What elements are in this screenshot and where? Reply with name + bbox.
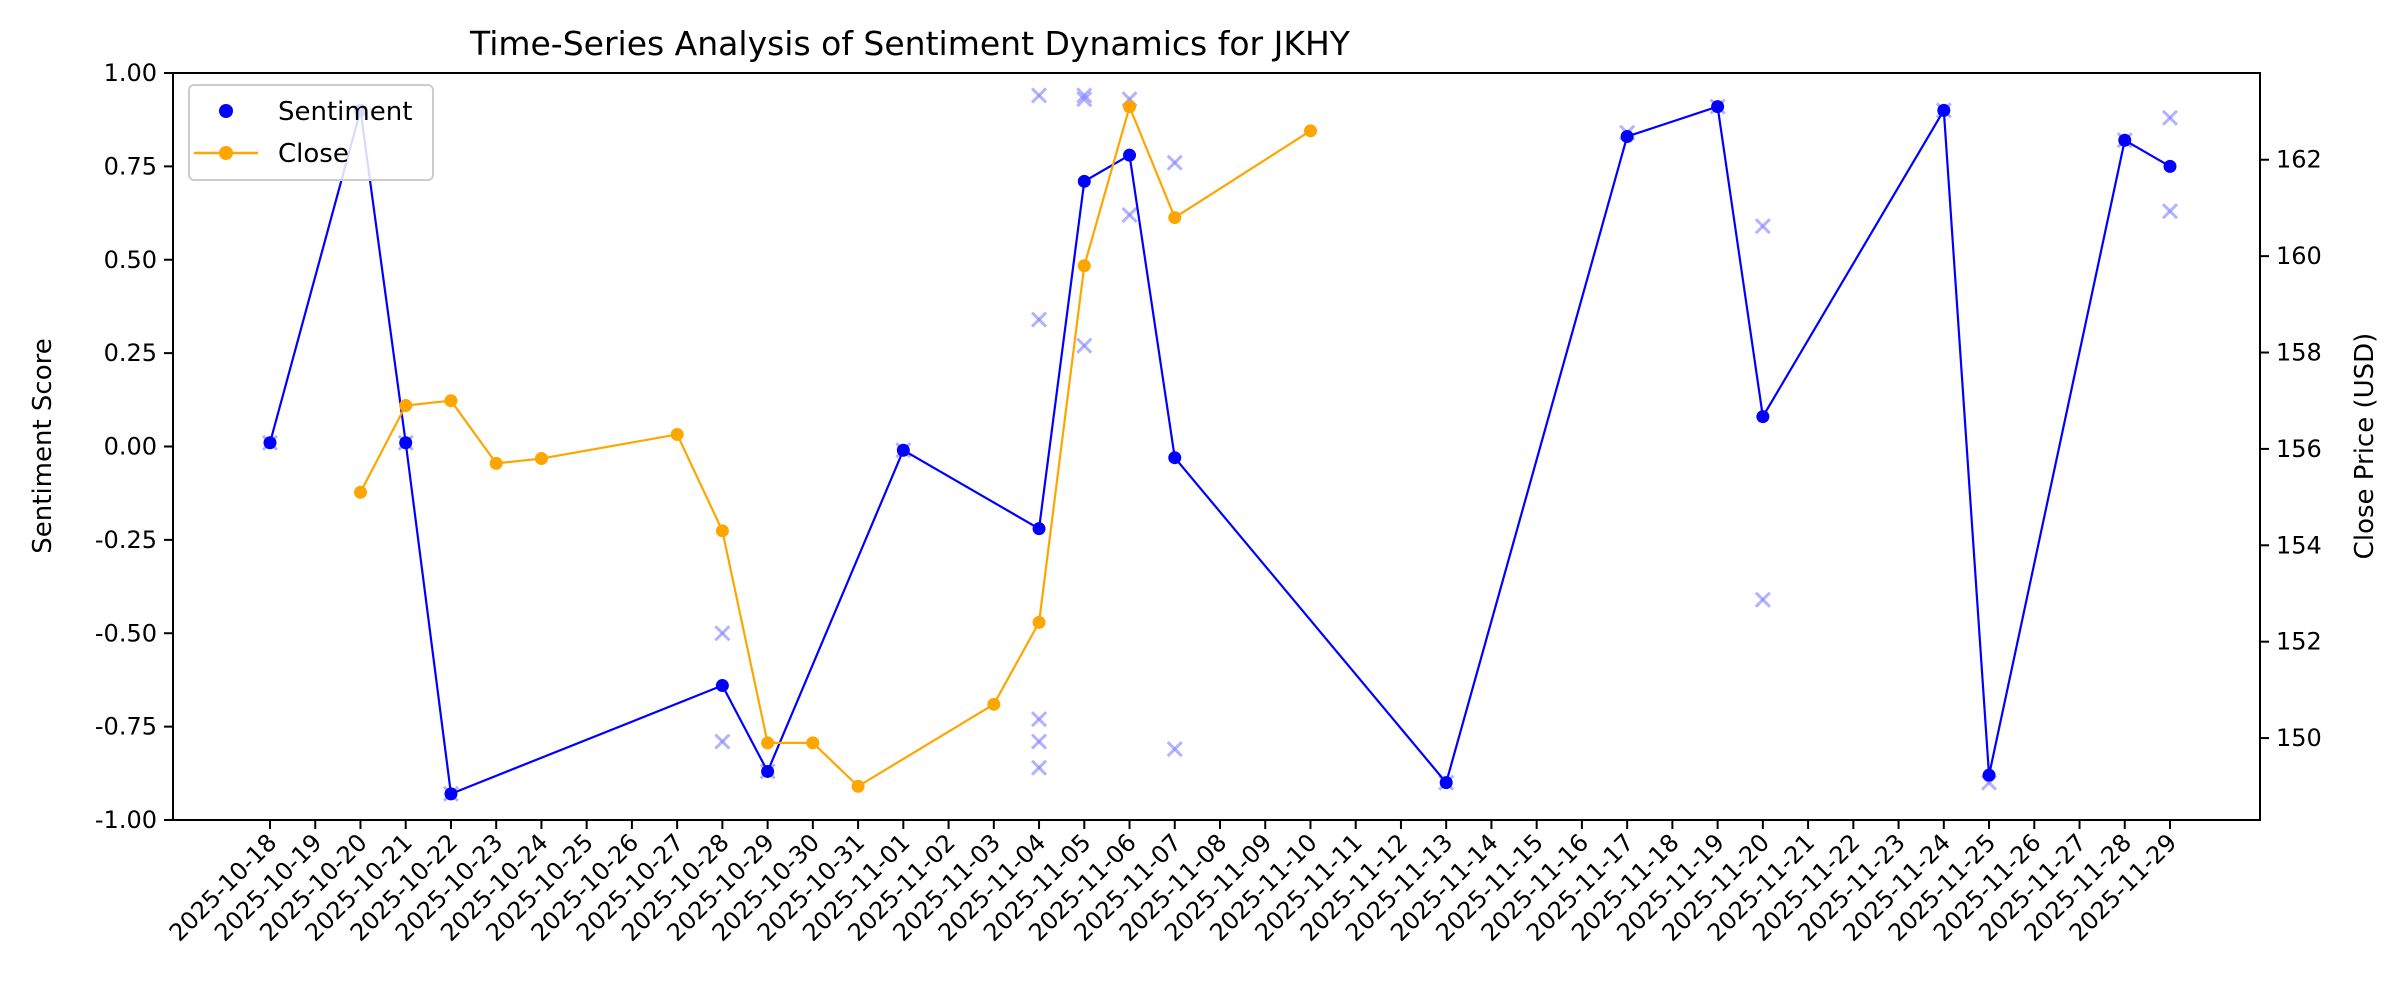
y-left-tick-label: 0.00 [104,433,157,461]
data-point-close [670,427,684,441]
sentiment-x-marker [714,625,731,642]
series-line-sentiment [268,105,2171,796]
data-point-sentiment [1439,776,1453,790]
data-point-sentiment [1756,410,1770,424]
data-point-close [1168,211,1182,225]
data-point-close [489,456,503,470]
data-point-close [1032,615,1046,629]
data-point-close [715,524,729,538]
legend-frame [188,84,434,181]
data-point-close [1077,259,1091,273]
y-left-tick-label: 0.75 [104,152,157,180]
legend-marker-sentiment [219,104,233,118]
y-right-tick-label: 158 [2276,339,2322,367]
y-right-tick-label: 160 [2276,242,2322,270]
data-point-close [761,736,775,750]
y-axis-label-right: Close Price (USD) [2350,333,2380,560]
data-point-sentiment [761,764,775,778]
sentiment-x-marker [1076,337,1093,354]
data-point-close [806,736,820,750]
data-point-close [987,697,1001,711]
sentiment-x-marker [1030,711,1048,728]
sentiment-x-marker [714,733,731,750]
sentiment-x-marker [1076,87,1093,104]
series-line-close [359,103,1312,788]
sentiment-x-marker [1166,740,1183,758]
y-left-tick-label: -0.25 [95,526,157,554]
y-right-tick-label: 152 [2276,628,2322,656]
data-point-close [399,399,413,413]
data-point-sentiment [1077,174,1091,188]
y-right-tick-label: 156 [2276,435,2322,463]
y-left-tick-label: -0.50 [95,619,157,647]
y-right-tick-label: 162 [2276,146,2322,174]
chart-title: Time-Series Analysis of Sentiment Dynami… [469,24,1351,63]
sentiment-x-marker [1030,87,1048,104]
y-axis-right: 150 152 154 156 158 160 162 [2260,146,2322,752]
y-right-tick-label: 154 [2276,531,2322,559]
sentiment-x-marker [2161,203,2179,220]
sentiment-x-marker [1754,591,1771,608]
data-point-close [1123,100,1137,114]
data-point-sentiment [896,443,910,457]
data-point-sentiment [715,679,729,693]
sentiment-x-marker [1166,154,1183,171]
data-point-sentiment [1937,103,1951,117]
data-point-sentiment [1620,129,1634,143]
y-left-tick-label: 0.50 [104,246,157,274]
data-point-close [353,485,367,499]
data-point-sentiment [399,436,413,450]
data-point-sentiment [1168,451,1182,465]
legend-marker-close [219,146,233,160]
data-point-sentiment [1032,522,1046,536]
y-right-tick-label: 150 [2276,724,2322,752]
data-point-sentiment [263,436,277,450]
data-point-sentiment [1711,100,1725,114]
data-point-sentiment [2118,133,2132,147]
x-axis: 2025-10-182025-10-192025-10-202025-10-21… [164,820,2182,947]
y-axis-left: -1.00 -0.75 -0.50 -0.25 0.00 0.25 0.50 0.75 1.00 [95,59,173,834]
sentiment-x-marker [1030,759,1048,776]
sentiment-scatter-layer [261,87,2179,802]
data-point-close [1303,124,1317,138]
legend-label-close: Close [278,139,349,169]
sentiment-x-marker [1076,91,1093,108]
plot-frame [172,72,2261,821]
sentiment-x-marker [1030,311,1048,328]
data-point-close [534,452,548,466]
data-point-sentiment [1123,148,1137,162]
y-left-tick-label: 0.25 [104,339,157,367]
y-axis-label-left: Sentiment Score [28,338,58,553]
y-left-tick-label: -0.75 [95,713,157,741]
sentiment-x-marker [1030,733,1048,750]
data-point-close [444,394,458,408]
legend: Sentiment Close [188,84,434,181]
y-left-tick-label: -1.00 [95,806,157,834]
legend-label-sentiment: Sentiment [278,97,412,127]
data-point-close [851,779,865,793]
data-point-sentiment [2163,159,2177,173]
data-point-sentiment [444,787,458,801]
data-point-sentiment [1982,768,1996,782]
series-layer [263,100,2177,801]
sentiment-x-marker [1754,218,1771,235]
sentiment-x-marker [1121,206,1138,223]
sentiment-x-marker [2161,109,2179,126]
y-left-tick-label: 1.00 [104,59,157,87]
